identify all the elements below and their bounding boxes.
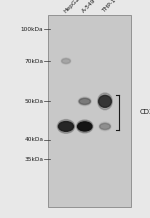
Ellipse shape: [99, 122, 111, 131]
Text: CD209: CD209: [140, 109, 150, 115]
Ellipse shape: [78, 122, 92, 131]
Ellipse shape: [78, 97, 91, 106]
Bar: [48, 15, 130, 207]
Ellipse shape: [100, 123, 110, 129]
Ellipse shape: [98, 93, 112, 110]
Ellipse shape: [58, 122, 74, 131]
Text: HepG2: HepG2: [62, 0, 81, 14]
Ellipse shape: [79, 98, 90, 104]
Ellipse shape: [57, 119, 75, 133]
Ellipse shape: [99, 95, 111, 107]
Text: A-549: A-549: [81, 0, 97, 14]
Text: 35kDa: 35kDa: [24, 157, 44, 162]
Text: THP-1: THP-1: [101, 0, 117, 14]
Text: 100kDa: 100kDa: [21, 27, 44, 32]
Ellipse shape: [62, 59, 70, 63]
Text: 70kDa: 70kDa: [24, 59, 44, 63]
Ellipse shape: [76, 120, 93, 133]
Text: 40kDa: 40kDa: [24, 137, 44, 142]
Text: 50kDa: 50kDa: [24, 99, 44, 104]
Ellipse shape: [61, 58, 71, 64]
